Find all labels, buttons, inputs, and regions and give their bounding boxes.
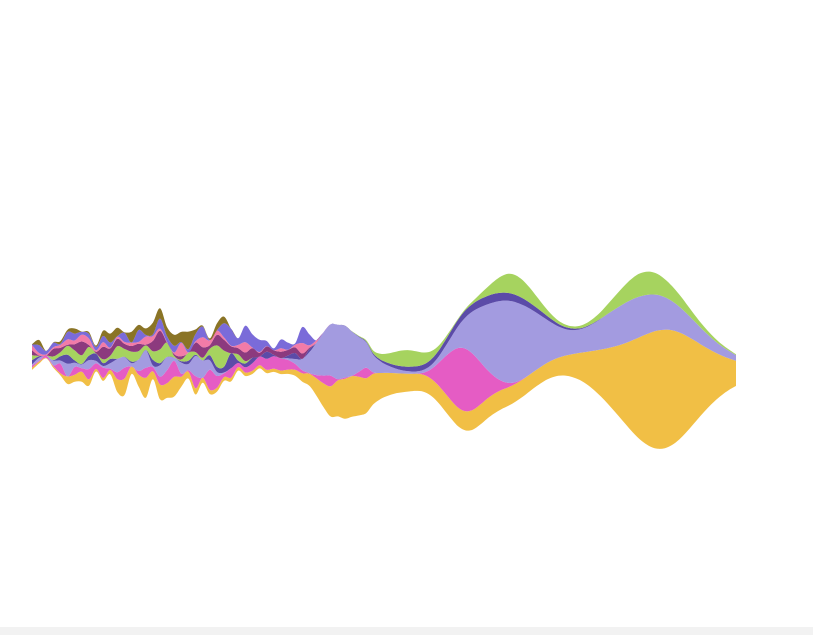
stream-layers — [32, 271, 736, 449]
stream-layer-6 — [32, 271, 736, 362]
stream-layer-3 — [32, 294, 736, 383]
stream-layer-4 — [32, 292, 736, 374]
stream-layer-2 — [32, 329, 736, 412]
bottom-edge-strip — [0, 627, 813, 635]
stream-layer-1 — [32, 329, 736, 449]
stream-layer-5 — [32, 271, 736, 369]
